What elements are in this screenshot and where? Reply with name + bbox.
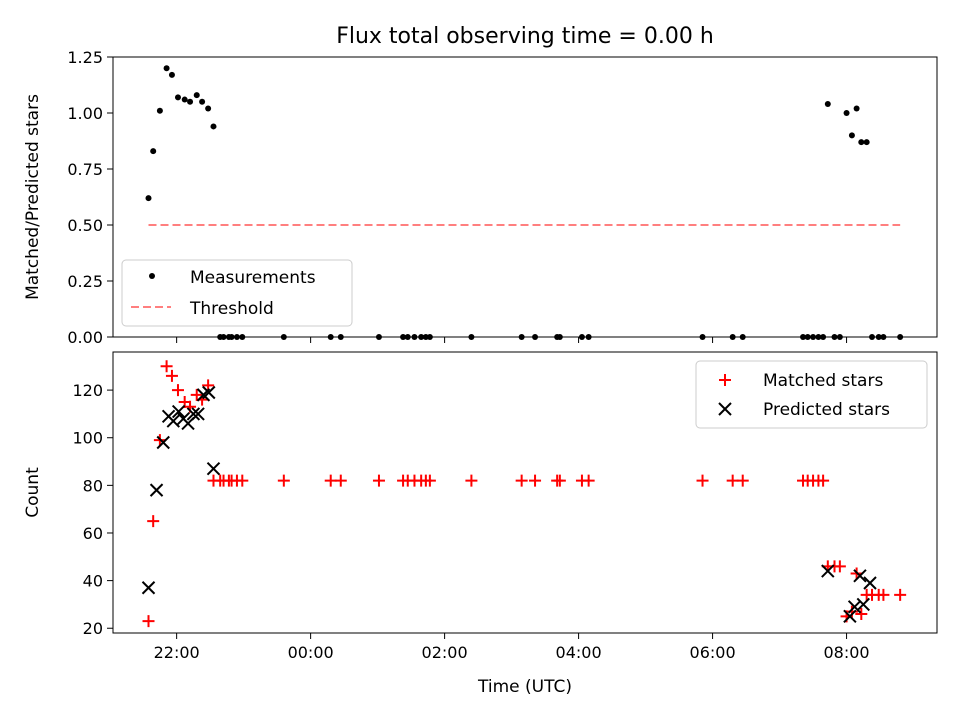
chart-title: Flux total observing time = 0.00 h	[336, 24, 714, 49]
series-measurements	[145, 65, 904, 340]
data-point	[848, 132, 855, 139]
data-point	[149, 483, 164, 497]
data-point	[166, 414, 181, 428]
y-tick-label: 0.50	[67, 216, 103, 235]
data-point	[894, 588, 907, 601]
x-tick-label: 06:00	[690, 643, 736, 662]
y-axis-label: Count	[23, 467, 43, 518]
y-axis-label: Matched/Predicted stars	[23, 94, 43, 300]
y-tick-label: 60	[83, 524, 103, 543]
data-point	[324, 474, 337, 487]
legend-marker-matched	[719, 374, 731, 386]
legend-marker-measurements	[149, 273, 155, 279]
data-point	[423, 474, 436, 487]
data-point	[191, 407, 205, 421]
data-point	[843, 609, 857, 624]
legend: Measurements Threshold	[121, 259, 353, 327]
data-point	[853, 569, 867, 583]
data-point	[205, 105, 212, 112]
data-point	[515, 474, 528, 487]
data-point	[277, 474, 290, 487]
y-tick-label: 0.75	[67, 160, 103, 179]
x-axis-label: Time (UTC)	[477, 677, 572, 697]
data-point	[877, 588, 890, 601]
data-point	[150, 148, 157, 155]
data-point	[165, 369, 178, 382]
y-tick-label: 1.25	[67, 48, 103, 67]
legend-label-matched: Matched stars	[763, 371, 883, 391]
data-point	[160, 360, 173, 373]
data-point	[726, 474, 739, 487]
y-tick-label: 100	[72, 429, 103, 448]
legend-label-measurements: Measurements	[190, 268, 316, 288]
data-point	[186, 407, 201, 421]
data-point	[334, 474, 347, 487]
y-tick-label: 0.25	[67, 272, 103, 291]
data-point	[187, 98, 194, 105]
data-point	[142, 615, 155, 628]
data-point	[847, 600, 862, 614]
series-predicted-stars	[141, 385, 877, 624]
data-point	[141, 581, 156, 595]
data-point	[696, 474, 709, 487]
panel-2: 22:00 00:00 02:00 04:00 06:00 08:00 20 40 60 80 10…	[23, 351, 938, 697]
data-point	[210, 123, 217, 130]
x-tick-label: 08:00	[824, 643, 870, 662]
data-point	[147, 515, 160, 528]
data-point	[736, 474, 749, 487]
data-point	[181, 96, 188, 103]
data-point	[145, 195, 152, 202]
data-point	[171, 404, 186, 419]
legend-box	[121, 259, 353, 327]
legend-box	[695, 360, 928, 429]
x-tick-label: 02:00	[422, 643, 468, 662]
legend-marker-predicted	[718, 402, 732, 416]
data-point	[206, 461, 221, 476]
data-point	[843, 110, 850, 116]
data-point	[858, 139, 865, 146]
data-point	[156, 107, 163, 114]
data-point	[856, 597, 871, 612]
data-point	[553, 474, 566, 487]
legend: Matched stars Predicted stars	[695, 360, 928, 429]
x-tick-label: 04:00	[556, 643, 602, 662]
y-tick-label: 40	[83, 572, 103, 591]
data-point	[853, 105, 860, 112]
panel-1: 0.00 0.25 0.50 0.75 1.00 1.25 Matched/Predicte…	[23, 48, 938, 347]
data-point	[833, 560, 846, 573]
data-point	[863, 139, 870, 146]
data-point	[817, 474, 830, 487]
data-point	[193, 92, 200, 99]
data-point	[465, 474, 478, 487]
data-point	[863, 576, 877, 590]
y-tick-label: 80	[83, 476, 103, 495]
data-point	[236, 474, 249, 487]
plot-frame	[112, 56, 938, 338]
x-tick-label: 00:00	[288, 643, 334, 662]
data-point	[582, 474, 595, 487]
y-tick-label: 1.00	[67, 104, 103, 123]
data-point	[199, 98, 206, 105]
legend-label-predicted: Predicted stars	[763, 400, 890, 420]
data-point	[372, 474, 385, 487]
legend-label-threshold: Threshold	[189, 299, 274, 319]
data-point	[824, 101, 831, 108]
data-point	[171, 384, 184, 397]
data-point	[529, 474, 542, 487]
data-point	[156, 435, 170, 450]
y-tick-label: 120	[72, 381, 103, 400]
plot-frame	[112, 351, 938, 634]
x-tick-label: 22:00	[154, 643, 200, 662]
y-tick-label: 20	[83, 619, 103, 638]
y-tick-label: 0.00	[67, 328, 103, 347]
data-point	[163, 65, 170, 72]
data-point	[855, 607, 868, 620]
data-point	[168, 71, 175, 78]
data-point	[821, 564, 835, 578]
data-point	[174, 94, 181, 101]
data-point	[202, 385, 216, 400]
